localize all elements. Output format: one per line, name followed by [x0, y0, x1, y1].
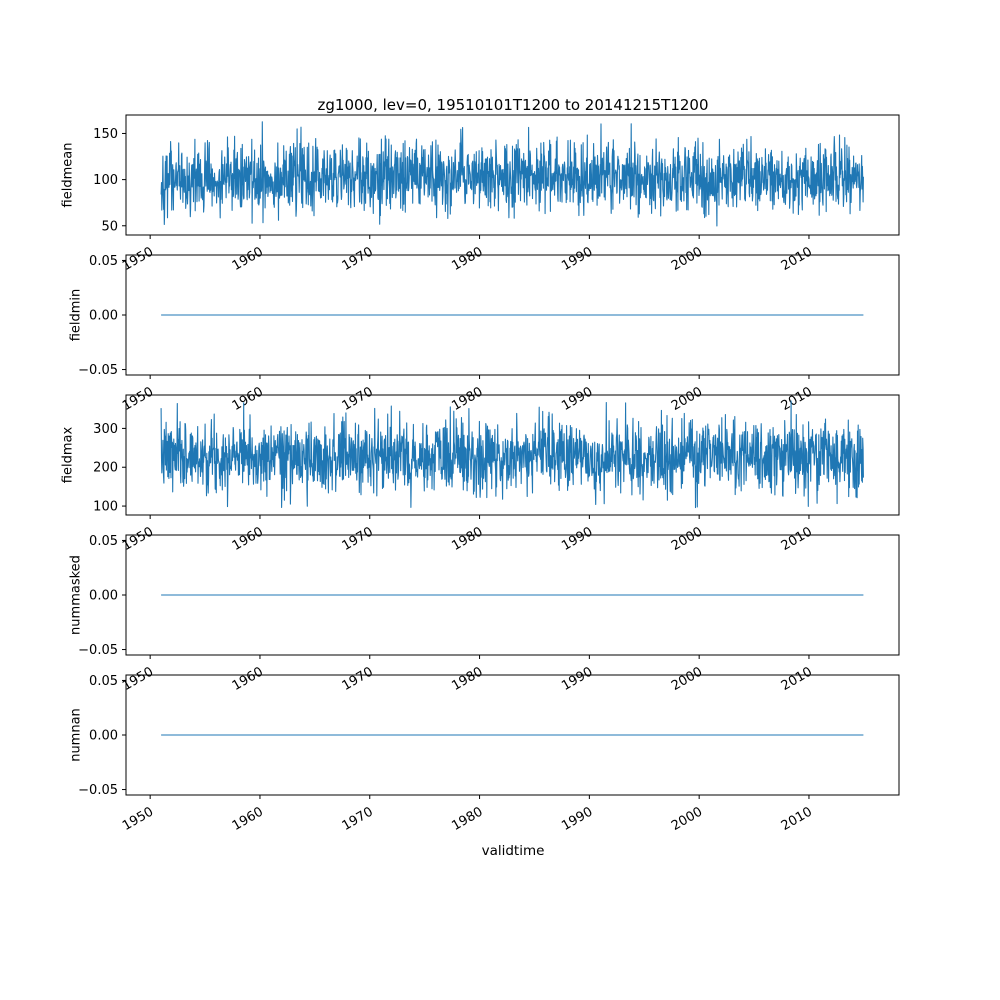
x-tick-label-fieldmean: 2000 — [669, 244, 705, 274]
chart-title: zg1000, lev=0, 19510101T1200 to 20141215… — [317, 96, 709, 114]
x-tick-label-fieldmin: 1970 — [340, 384, 376, 414]
x-tick-label-numnan: 2010 — [779, 804, 815, 834]
x-tick-label-numnan: 1990 — [559, 804, 595, 834]
y-tick-label-nummasked: −0.05 — [78, 643, 118, 658]
x-tick-label-fieldmax: 1950 — [120, 524, 156, 554]
x-tick-label-nummasked: 1960 — [230, 664, 266, 694]
x-tick-label-fieldmean: 1970 — [340, 244, 376, 274]
y-tick-label-numnan: 0.05 — [89, 674, 118, 689]
x-tick-label-fieldmax: 2010 — [779, 524, 815, 554]
y-tick-label-numnan: −0.05 — [78, 783, 118, 798]
x-axis-label: validtime — [481, 843, 545, 859]
y-tick-label-fieldmean: 50 — [101, 219, 118, 234]
x-tick-label-numnan: 1980 — [449, 804, 485, 834]
x-tick-label-nummasked: 2010 — [779, 664, 815, 694]
x-tick-label-nummasked: 1980 — [449, 664, 485, 694]
y-tick-label-fieldmax: 300 — [93, 422, 118, 437]
x-tick-label-nummasked: 1950 — [120, 664, 156, 694]
x-tick-label-fieldmean: 1950 — [120, 244, 156, 274]
x-tick-label-fieldmin: 1980 — [449, 384, 485, 414]
x-tick-label-numnan: 1950 — [120, 804, 156, 834]
x-tick-label-fieldmax: 1980 — [449, 524, 485, 554]
x-tick-label-nummasked: 1990 — [559, 664, 595, 694]
x-tick-label-fieldmin: 1990 — [559, 384, 595, 414]
x-tick-label-numnan: 2000 — [669, 804, 705, 834]
subplot-frame-fieldmax — [125, 394, 900, 516]
y-tick-label-fieldmin: 0.00 — [89, 309, 118, 324]
series-line-fieldmax — [160, 400, 864, 509]
y-tick-label-fieldmean: 150 — [93, 127, 118, 142]
x-tick-label-fieldmax: 1960 — [230, 524, 266, 554]
x-tick-label-fieldmean: 1960 — [230, 244, 266, 274]
y-axis-label-fieldmax: fieldmax — [60, 426, 76, 484]
subplot-frame-fieldmean — [125, 114, 900, 236]
x-tick-label-numnan: 1970 — [340, 804, 376, 834]
x-tick-label-fieldmin: 2010 — [779, 384, 815, 414]
x-tick-label-fieldmax: 1970 — [340, 524, 376, 554]
y-tick-label-nummasked: 0.00 — [89, 589, 118, 604]
x-tick-label-fieldmean: 1990 — [559, 244, 595, 274]
x-tick-label-fieldmin: 1960 — [230, 384, 266, 414]
x-tick-label-fieldmax: 1990 — [559, 524, 595, 554]
x-tick-label-fieldmin: 2000 — [669, 384, 705, 414]
x-tick-label-numnan: 1960 — [230, 804, 266, 834]
y-axis-label-fieldmean: fieldmean — [60, 142, 76, 208]
y-tick-label-fieldmax: 200 — [93, 461, 118, 476]
x-tick-label-fieldmean: 1980 — [449, 244, 485, 274]
y-tick-label-fieldmax: 100 — [93, 500, 118, 515]
y-axis-label-numnan: numnan — [68, 708, 84, 762]
y-tick-label-fieldmean: 100 — [93, 173, 118, 188]
y-axis-label-fieldmin: fieldmin — [68, 288, 84, 342]
x-tick-label-fieldmean: 2010 — [779, 244, 815, 274]
x-tick-label-nummasked: 2000 — [669, 664, 705, 694]
y-tick-label-fieldmin: −0.05 — [78, 363, 118, 378]
x-tick-label-fieldmin: 1950 — [120, 384, 156, 414]
series-line-fieldmean — [160, 121, 864, 227]
y-axis-label-nummasked: nummasked — [68, 555, 84, 635]
y-tick-label-nummasked: 0.05 — [89, 534, 118, 549]
y-tick-label-fieldmin: 0.05 — [89, 254, 118, 269]
y-tick-label-numnan: 0.00 — [89, 729, 118, 744]
x-tick-label-fieldmax: 2000 — [669, 524, 705, 554]
x-tick-label-nummasked: 1970 — [340, 664, 376, 694]
